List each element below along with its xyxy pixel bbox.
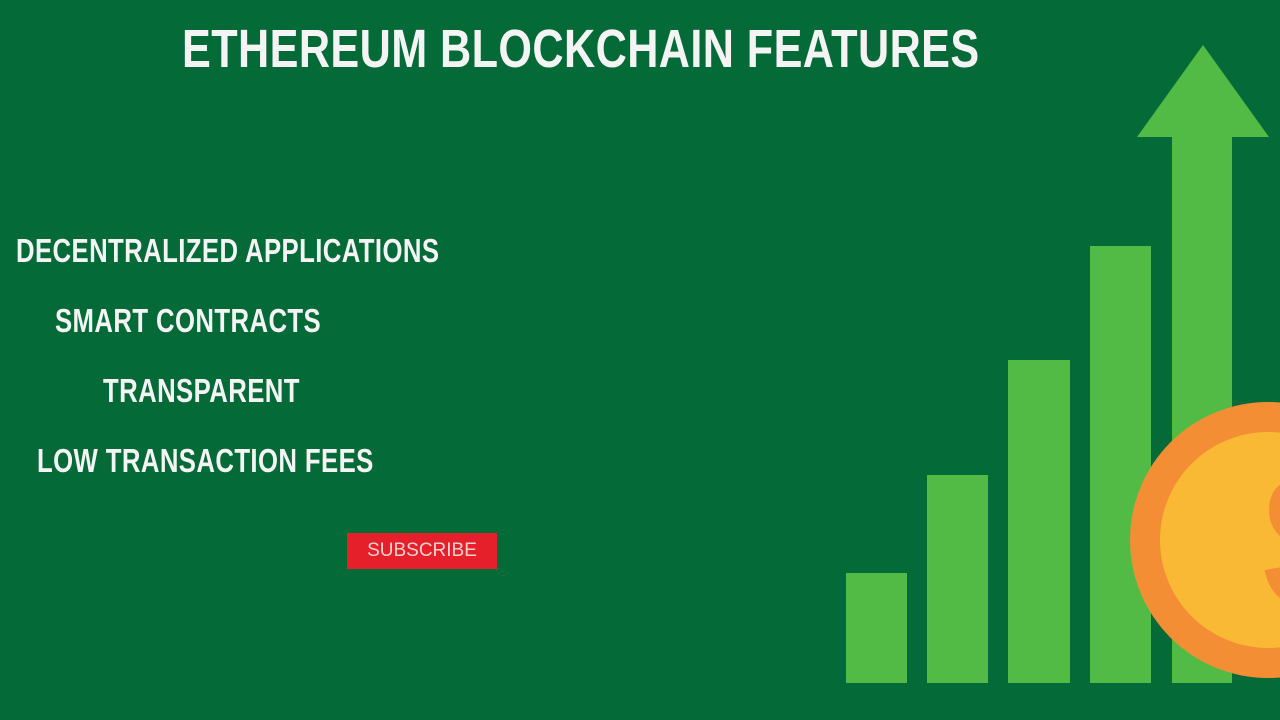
rising-bar-chart-icon (846, 246, 1151, 683)
feature-smart-contracts: SMART CONTRACTS (55, 302, 322, 339)
page-title: ETHEREUM BLOCKCHAIN FEATURES (182, 19, 980, 79)
bar-3 (1008, 360, 1070, 683)
bar-1 (846, 573, 907, 683)
feature-decentralized-applications: DECENTRALIZED APPLICATIONS (16, 232, 440, 269)
subscribe-button[interactable]: SUBSCRIBE (347, 533, 497, 569)
dollar-coin-icon: $ (1130, 402, 1280, 678)
feature-transparent: TRANSPARENT (103, 372, 300, 409)
bar-4 (1090, 246, 1151, 683)
bar-2 (927, 475, 988, 683)
feature-low-transaction-fees: LOW TRANSACTION FEES (37, 442, 374, 479)
coin-symbol: $ (1262, 430, 1280, 653)
